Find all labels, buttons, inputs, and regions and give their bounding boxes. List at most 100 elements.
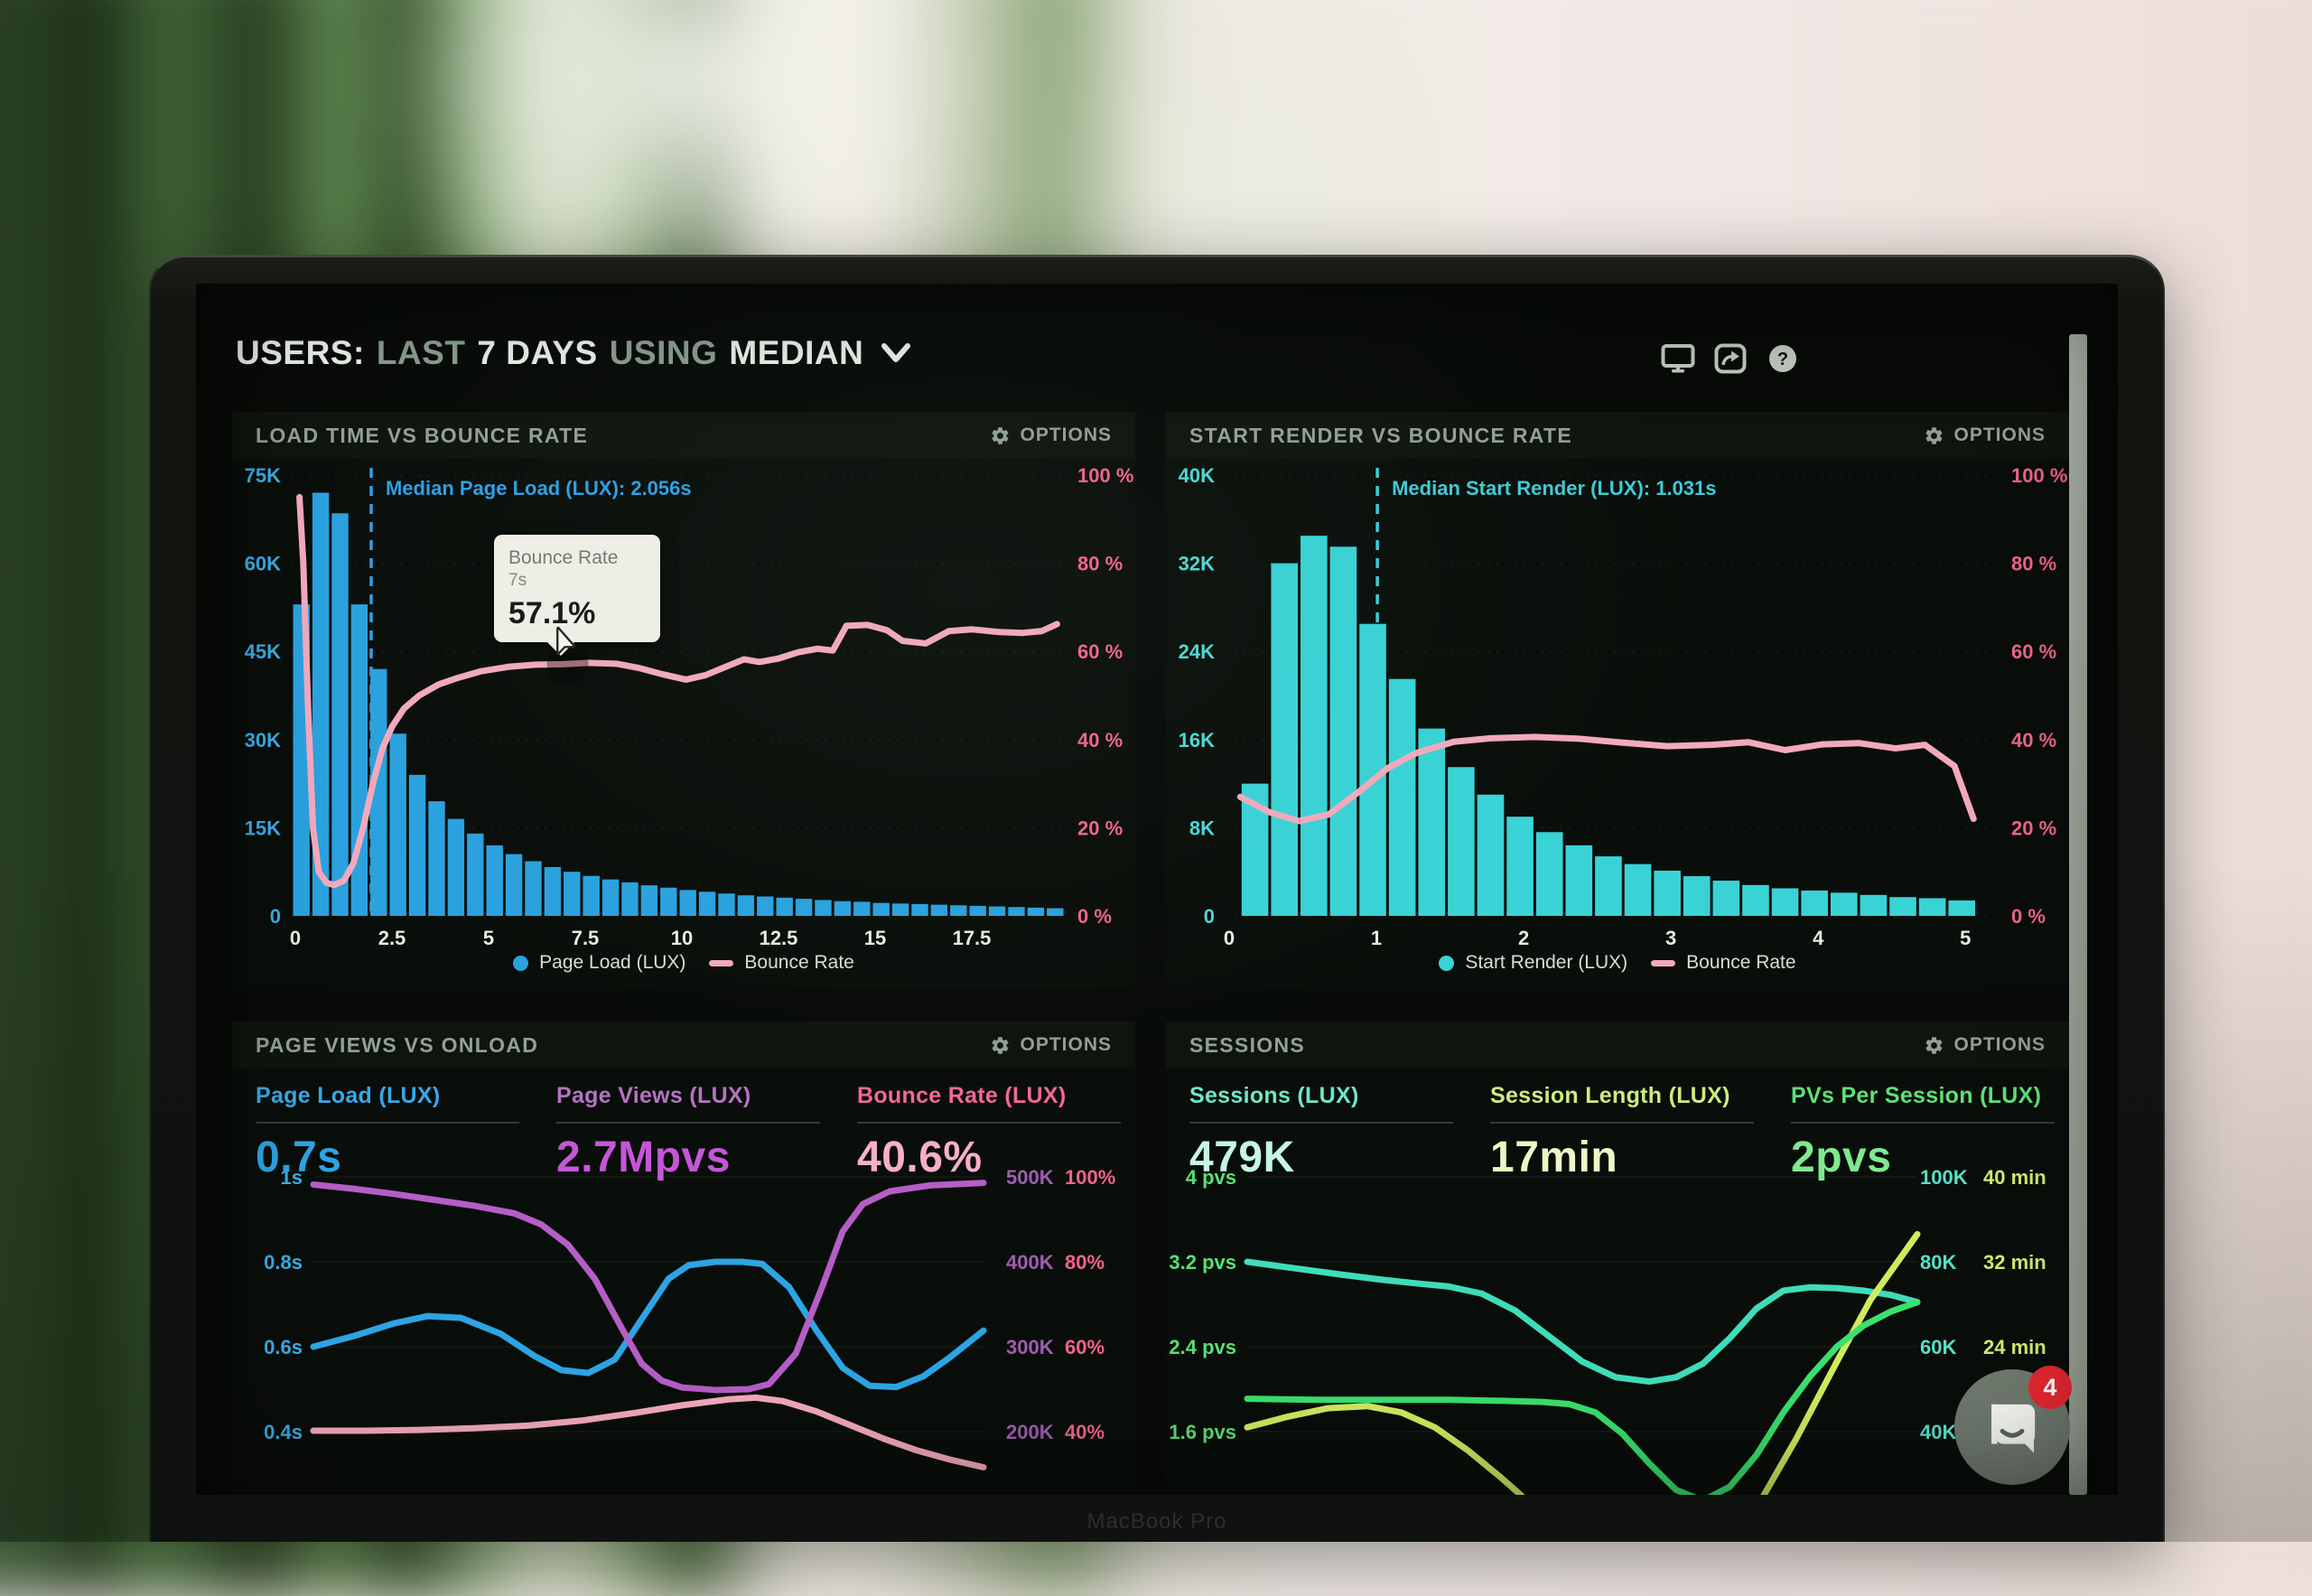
- svg-text:100 %: 100 %: [1077, 464, 1133, 487]
- svg-text:0: 0: [270, 905, 281, 928]
- laptop-bottom-bezel: MacBook Pro: [149, 1495, 2165, 1542]
- metric-underline: [857, 1122, 1121, 1124]
- chart-legend: Page Load (LUX) Bounce Rate: [232, 952, 1135, 974]
- svg-text:40 min: 40 min: [1983, 1166, 2046, 1189]
- metric-page-load: Page Load (LUX) 0.7s: [256, 1083, 527, 1182]
- sessions-chart[interactable]: 4 pvs 100K 40 min 3.2 pvs 80K 32 min 2.4 pvs 60…: [1166, 1069, 2069, 1495]
- svg-text:80K: 80K: [1920, 1251, 1956, 1274]
- options-label: OPTIONS: [1953, 1034, 2046, 1055]
- laptop-brand-label: MacBook Pro: [1086, 1509, 1227, 1534]
- svg-text:0 %: 0 %: [1077, 905, 1112, 928]
- metric-label: Page Load (LUX): [256, 1083, 441, 1108]
- metric-underline: [1791, 1122, 2055, 1124]
- start-render-chart[interactable]: 40K 100 % 32K 80 % 24K 60 % 16K 40 % 8K 20 % 0 0 % 0…: [1166, 459, 2069, 990]
- panel-title: LOAD TIME VS BOUNCE RATE: [256, 423, 589, 447]
- svg-text:60%: 60%: [1065, 1336, 1105, 1358]
- svg-text:12.5: 12.5: [760, 927, 798, 949]
- svg-text:20 %: 20 %: [1077, 817, 1123, 839]
- metric-pvs-per-session: PVs Per Session (LUX) 2pvs: [1791, 1083, 2062, 1182]
- svg-text:17.5: 17.5: [953, 927, 992, 949]
- metric-underline: [1490, 1122, 1754, 1124]
- panel-title: START RENDER VS BOUNCE RATE: [1189, 423, 1572, 447]
- svg-text:60K: 60K: [1920, 1336, 1956, 1358]
- svg-text:200K: 200K: [1006, 1421, 1054, 1443]
- svg-text:100%: 100%: [1065, 1166, 1115, 1189]
- load-time-chart[interactable]: 75K 100 % 60K 80 % 45K 60 % 30K 40 % 15K 20 % 0 0 %…: [232, 459, 1135, 990]
- svg-text:40 %: 40 %: [1077, 729, 1123, 751]
- title-median: MEDIAN: [729, 334, 864, 371]
- metric-label: Bounce Rate (LUX): [857, 1083, 1067, 1108]
- metric-label: Session Length (LUX): [1490, 1083, 1730, 1108]
- svg-text:7.5: 7.5: [572, 927, 600, 949]
- svg-text:0.4s: 0.4s: [264, 1421, 303, 1443]
- svg-text:100 %: 100 %: [2011, 464, 2067, 487]
- svg-text:32K: 32K: [1179, 553, 1215, 575]
- svg-text:15K: 15K: [245, 817, 281, 839]
- panel-sessions: SESSIONS OPTIONS Sessions (LUX) 479K Ses…: [1166, 1022, 2069, 1495]
- svg-text:40K: 40K: [1920, 1421, 1956, 1443]
- metric-page-views: Page Views (LUX) 2.7Mpvs: [556, 1083, 827, 1182]
- svg-text:Median Start Render (LUX): 1.0: Median Start Render (LUX): 1.031s: [1392, 477, 1716, 499]
- chat-launcher-button[interactable]: 4: [1954, 1366, 2072, 1485]
- chart-legend: Start Render (LUX) Bounce Rate: [1166, 952, 2069, 974]
- svg-text:40 %: 40 %: [2011, 729, 2056, 751]
- options-label: OPTIONS: [1020, 1034, 1112, 1055]
- svg-text:40%: 40%: [1065, 1421, 1105, 1443]
- svg-text:32 min: 32 min: [1983, 1251, 2046, 1274]
- svg-text:24 min: 24 min: [1983, 1336, 2046, 1358]
- metric-underline: [256, 1122, 519, 1124]
- metrics-row: Sessions (LUX) 479K Session Length (LUX)…: [1166, 1069, 2069, 1181]
- options-button[interactable]: OPTIONS: [990, 425, 1112, 446]
- title-users: USERS:: [236, 334, 365, 371]
- svg-text:1: 1: [1371, 927, 1382, 949]
- svg-text:60 %: 60 %: [2011, 640, 2056, 663]
- svg-text:4: 4: [1813, 927, 1824, 949]
- tooltip-value: 57.1%: [508, 596, 596, 630]
- page-views-onload-chart[interactable]: 1s 500K 100% 0.8s 400K 80% 0.6s 300K 60% 0.4s 200K…: [232, 1069, 1135, 1495]
- metric-label: Page Views (LUX): [556, 1083, 751, 1108]
- svg-text:2: 2: [1518, 927, 1529, 949]
- metric-value: 2pvs: [1791, 1134, 1892, 1181]
- metric-sessions: Sessions (LUX) 479K: [1189, 1083, 1460, 1182]
- metric-value: 0.7s: [256, 1134, 342, 1181]
- chart-tooltip: Bounce Rate 7s 57.1%: [494, 535, 660, 656]
- panel-title: SESSIONS: [1189, 1032, 1305, 1057]
- dashboard-screen: USERS: LAST 7 DAYS USING MEDIAN ?: [196, 284, 2118, 1495]
- options-button[interactable]: OPTIONS: [990, 1034, 1112, 1056]
- metric-value: 2.7Mpvs: [556, 1134, 731, 1181]
- svg-text:5: 5: [483, 927, 494, 949]
- svg-text:1s: 1s: [281, 1166, 303, 1189]
- svg-text:0.8s: 0.8s: [264, 1251, 303, 1274]
- svg-text:16K: 16K: [1179, 729, 1215, 751]
- metric-value: 17min: [1490, 1134, 1618, 1181]
- gear-icon: [1925, 1036, 1943, 1054]
- svg-text:8K: 8K: [1189, 817, 1215, 839]
- panel-title: PAGE VIEWS VS ONLOAD: [256, 1032, 539, 1057]
- options-button[interactable]: OPTIONS: [1924, 1034, 2046, 1056]
- svg-text:3.2 pvs: 3.2 pvs: [1169, 1251, 1236, 1274]
- svg-text:40K: 40K: [1179, 464, 1215, 487]
- metric-session-length: Session Length (LUX) 17min: [1490, 1083, 1761, 1182]
- options-button[interactable]: OPTIONS: [1924, 425, 2046, 446]
- panel-load-time-vs-bounce-rate: LOAD TIME VS BOUNCE RATE OPTIONS 75K 100 …: [232, 412, 1135, 990]
- options-label: OPTIONS: [1953, 425, 2046, 445]
- svg-text:Median Page Load (LUX): 2.056s: Median Page Load (LUX): 2.056s: [386, 477, 692, 499]
- metrics-row: Page Load (LUX) 0.7s Page Views (LUX) 2.…: [232, 1069, 1135, 1181]
- svg-text:75K: 75K: [245, 464, 281, 487]
- title-7days: 7 DAYS: [477, 334, 598, 371]
- svg-text:0: 0: [290, 927, 301, 949]
- svg-text:0.6s: 0.6s: [264, 1336, 303, 1358]
- panel-header: START RENDER VS BOUNCE RATE OPTIONS: [1166, 412, 2069, 459]
- share-icon[interactable]: [1713, 343, 1748, 374]
- svg-text:?: ?: [1777, 350, 1788, 369]
- page-scrollbar[interactable]: [2069, 334, 2087, 1495]
- help-icon[interactable]: ?: [1766, 343, 1800, 374]
- svg-text:10: 10: [671, 927, 693, 949]
- svg-text:100K: 100K: [1920, 1166, 1968, 1189]
- page-title: USERS: LAST 7 DAYS USING MEDIAN: [236, 334, 2064, 372]
- chevron-down-icon[interactable]: [881, 341, 911, 365]
- panel-start-render-vs-bounce-rate: START RENDER VS BOUNCE RATE OPTIONS 40K 1…: [1166, 412, 2069, 990]
- display-icon[interactable]: [1661, 343, 1695, 374]
- svg-text:80 %: 80 %: [2011, 553, 2056, 575]
- gear-icon: [992, 426, 1009, 444]
